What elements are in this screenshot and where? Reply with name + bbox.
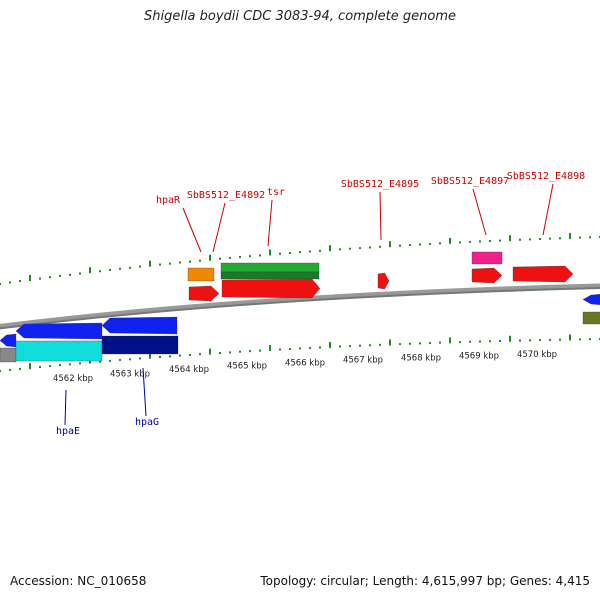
- gene-label: SbBS512_E4898: [507, 171, 585, 182]
- gene-label: hpaG: [135, 417, 159, 428]
- gene-box-hpaG: [101, 335, 179, 355]
- gene-arrow: [188, 285, 220, 302]
- leader-line: [379, 191, 382, 241]
- gene-label: tsr: [267, 187, 285, 198]
- gene-arrow: [0, 333, 17, 348]
- gene-box-hpaR: [187, 267, 215, 282]
- scale-label: 4564 kbp: [169, 365, 209, 375]
- gene-label: SbBS512_E4897: [431, 176, 509, 187]
- gene-arrow: [582, 294, 600, 305]
- gene-label: SbBS512_E4895: [341, 179, 419, 190]
- scale-label: 4562 kbp: [53, 374, 93, 384]
- gene-box-hpaE: [15, 340, 103, 362]
- gene-arrow: [377, 272, 390, 290]
- scale-label: 4563 kbp: [110, 369, 150, 379]
- leader-line: [472, 188, 487, 236]
- gene-label: hpaE: [56, 426, 80, 437]
- scale-label: 4570 kbp: [517, 350, 557, 360]
- backbone-line-shadow: [0, 287, 600, 330]
- scale-label: 4565 kbp: [227, 361, 267, 371]
- gene-arrow: [471, 267, 503, 284]
- leader-line: [212, 202, 226, 253]
- backbone-line: [0, 283, 600, 329]
- gene-arrow: [101, 316, 178, 335]
- scale-label: 4566 kbp: [285, 358, 325, 368]
- gene-arrow: [512, 265, 574, 283]
- gene-box-E4897: [471, 251, 503, 265]
- gene-box: [582, 311, 600, 325]
- genome-summary-text: Topology: circular; Length: 4,615,997 bp…: [260, 574, 590, 588]
- leader-line: [542, 183, 554, 236]
- gene-arrow: [15, 322, 103, 340]
- leader-line: [64, 389, 67, 426]
- leader-line: [267, 199, 273, 247]
- leader-line: [142, 367, 147, 417]
- scale-label: 4569 kbp: [459, 352, 499, 362]
- gene-label: hpaR: [156, 195, 181, 206]
- leader-line: [182, 207, 202, 253]
- scale-label: 4568 kbp: [401, 353, 441, 363]
- gene-label: SbBS512_E4892: [187, 190, 265, 201]
- gene-box-tsr-lower: [220, 271, 320, 280]
- accession-text: Accession: NC_010658: [10, 574, 147, 588]
- map-title: Shigella boydii CDC 3083-94, complete ge…: [143, 9, 457, 24]
- gene-box: [0, 347, 17, 363]
- gene-box-tsr: [220, 262, 320, 273]
- scale-label: 4567 kbp: [343, 356, 383, 366]
- gene-arrow: [221, 278, 321, 299]
